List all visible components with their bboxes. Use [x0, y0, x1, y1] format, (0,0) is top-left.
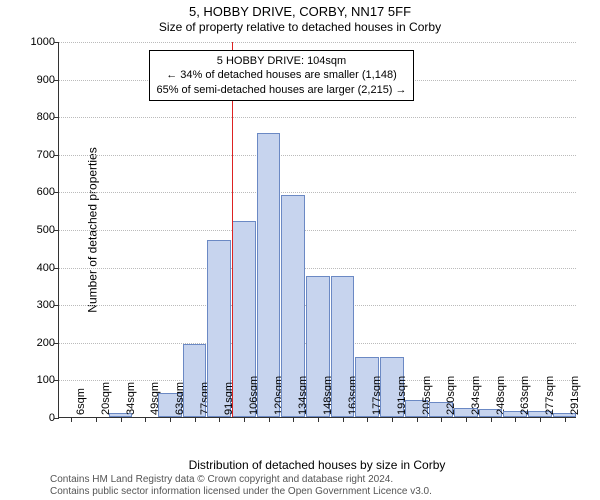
y-tick-label: 700 [19, 149, 55, 161]
x-tick-mark [121, 417, 122, 422]
x-tick-mark [565, 417, 566, 422]
callout-line-2: ← 34% of detached houses are smaller (1,… [156, 68, 407, 82]
y-tick-mark [54, 42, 59, 43]
chart-title: 5, HOBBY DRIVE, CORBY, NN17 5FF [0, 4, 600, 19]
y-tick-label: 600 [19, 186, 55, 198]
y-tick-mark [54, 418, 59, 419]
y-tick-mark [54, 268, 59, 269]
x-tick-mark [491, 417, 492, 422]
x-tick-label: 291sqm [569, 376, 581, 415]
x-tick-label: 6sqm [75, 388, 87, 415]
grid-line [59, 268, 576, 269]
y-tick-label: 100 [19, 374, 55, 386]
x-tick-label: 20sqm [100, 382, 112, 415]
x-tick-mark [540, 417, 541, 422]
x-tick-mark [392, 417, 393, 422]
y-tick-mark [54, 230, 59, 231]
y-tick-label: 0 [19, 412, 55, 424]
grid-line [59, 42, 576, 43]
x-tick-mark [244, 417, 245, 422]
x-tick-mark [96, 417, 97, 422]
y-tick-mark [54, 305, 59, 306]
x-tick-mark [219, 417, 220, 422]
x-tick-label: 263sqm [519, 376, 531, 415]
x-tick-mark [343, 417, 344, 422]
y-tick-label: 400 [19, 262, 55, 274]
y-tick-label: 500 [19, 224, 55, 236]
x-tick-mark [515, 417, 516, 422]
x-tick-label: 277sqm [544, 376, 556, 415]
plot-area: 010020030040050060070080090010006sqm20sq… [58, 42, 576, 418]
y-tick-mark [54, 117, 59, 118]
y-tick-label: 1000 [19, 36, 55, 48]
chart-container: 5, HOBBY DRIVE, CORBY, NN17 5FF Size of … [0, 0, 600, 500]
y-tick-label: 800 [19, 111, 55, 123]
footer-line-1: Contains HM Land Registry data © Crown c… [50, 474, 432, 486]
callout-box: 5 HOBBY DRIVE: 104sqm ← 34% of detached … [149, 50, 414, 101]
footer-line-2: Contains public sector information licen… [50, 486, 432, 498]
y-tick-mark [54, 343, 59, 344]
y-tick-label: 200 [19, 337, 55, 349]
x-tick-mark [441, 417, 442, 422]
chart-subtitle: Size of property relative to detached ho… [0, 20, 600, 34]
y-tick-label: 900 [19, 74, 55, 86]
y-tick-mark [54, 155, 59, 156]
x-axis-label: Distribution of detached houses by size … [58, 458, 576, 472]
x-tick-mark [417, 417, 418, 422]
footer: Contains HM Land Registry data © Crown c… [50, 474, 432, 498]
x-tick-mark [170, 417, 171, 422]
grid-line [59, 230, 576, 231]
x-tick-mark [293, 417, 294, 422]
x-tick-mark [195, 417, 196, 422]
y-tick-mark [54, 380, 59, 381]
y-tick-mark [54, 192, 59, 193]
x-tick-mark [318, 417, 319, 422]
x-tick-mark [466, 417, 467, 422]
callout-line-1: 5 HOBBY DRIVE: 104sqm [156, 54, 407, 68]
x-tick-mark [71, 417, 72, 422]
x-tick-label: 248sqm [495, 376, 507, 415]
y-tick-mark [54, 80, 59, 81]
y-tick-label: 300 [19, 299, 55, 311]
callout-line-3: 65% of semi-detached houses are larger (… [156, 83, 407, 97]
x-tick-mark [367, 417, 368, 422]
histogram-bar [257, 133, 281, 417]
grid-line [59, 192, 576, 193]
grid-line [59, 117, 576, 118]
grid-line [59, 155, 576, 156]
x-tick-mark [269, 417, 270, 422]
x-tick-label: 34sqm [125, 382, 137, 415]
x-tick-mark [145, 417, 146, 422]
